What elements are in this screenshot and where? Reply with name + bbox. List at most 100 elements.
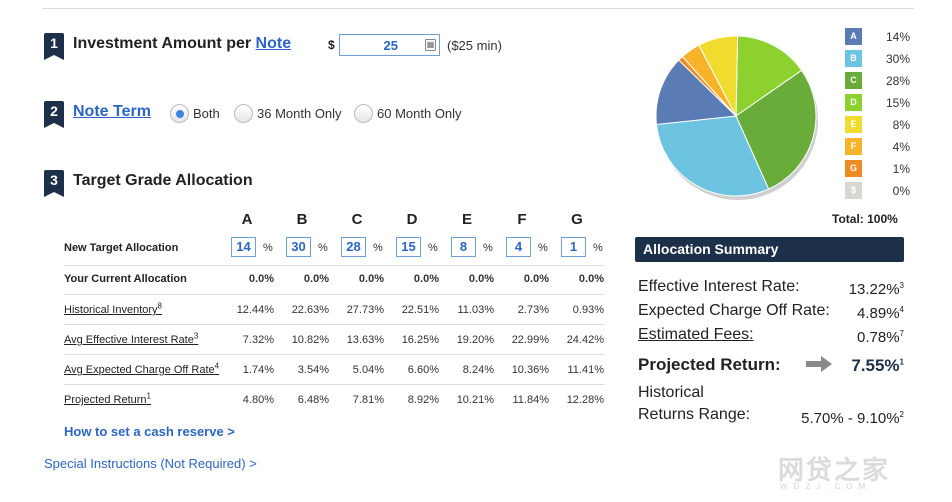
- investment-amount-value[interactable]: 25: [383, 38, 398, 53]
- grade-header-d: D: [406, 211, 418, 228]
- legend-pct-f: 4%: [892, 140, 910, 154]
- legend-swatch-a: A: [845, 28, 862, 45]
- legend-swatch-b: B: [845, 50, 862, 67]
- investment-amount-input[interactable]: 25 ▦: [339, 34, 440, 56]
- legend-pct-cash: 0%: [892, 184, 910, 198]
- table-cell: 13.63%: [346, 334, 384, 346]
- radio-selected-icon[interactable]: [170, 103, 189, 123]
- target-input-e[interactable]: 8: [451, 237, 476, 257]
- total-allocation: Total: 100%: [832, 212, 898, 226]
- legend-swatch-g: G: [845, 160, 862, 177]
- table-cell: 6.48%: [297, 394, 329, 406]
- term-36-month-radio[interactable]: 36 Month Only: [234, 103, 342, 123]
- target-input-a[interactable]: 14: [231, 237, 256, 257]
- top-divider: [42, 8, 914, 9]
- legend-swatch-d: D: [845, 94, 862, 111]
- table-divider: [64, 354, 605, 355]
- pie-slice-e: [698, 35, 739, 117]
- pct-sign: %: [428, 242, 438, 254]
- historical-inventory-link[interactable]: Historical Inventory8: [64, 301, 162, 316]
- target-grade-allocation-title: Target Grade Allocation: [73, 172, 253, 189]
- pct-sign: %: [593, 242, 603, 254]
- historical-returns-label-line2: Returns Range:: [638, 406, 751, 423]
- target-input-c[interactable]: 28: [341, 237, 366, 257]
- current-allocation-e: 0.0%: [468, 273, 494, 285]
- investment-amount-title: Investment Amount per Note: [73, 35, 291, 53]
- watermark-logo: 网贷之家: [778, 455, 891, 485]
- grade-header-c: C: [351, 211, 363, 228]
- term-60-month-radio[interactable]: 60 Month Only: [354, 103, 462, 123]
- radio-unselected-icon[interactable]: [234, 103, 253, 123]
- projected-return-link[interactable]: Projected Return1: [64, 391, 151, 406]
- step-3-badge: 3: [44, 170, 64, 197]
- current-allocation-a: 0.0%: [248, 273, 274, 285]
- table-cell: 0.93%: [572, 304, 604, 316]
- pie-slice-c: [735, 69, 817, 190]
- legend-pct-d: 15%: [885, 96, 910, 110]
- step-1-badge: 1: [44, 33, 64, 60]
- term-both-label: Both: [193, 105, 220, 121]
- target-input-g[interactable]: 1: [561, 237, 586, 257]
- pct-sign: %: [318, 242, 328, 254]
- investment-amount-label: Investment Amount per: [73, 35, 256, 52]
- pie-slice-a: [655, 59, 738, 125]
- legend-swatch-f: F: [845, 138, 862, 155]
- table-cell: 12.28%: [566, 394, 604, 406]
- table-cell: 7.32%: [242, 334, 274, 346]
- cash-reserve-link[interactable]: How to set a cash reserve >: [64, 424, 235, 439]
- target-input-b[interactable]: 30: [286, 237, 311, 257]
- table-cell: 12.44%: [236, 304, 274, 316]
- term-36-month-label: 36 Month Only: [257, 105, 342, 121]
- table-cell: 4.80%: [242, 394, 274, 406]
- table-cell: 2.73%: [517, 304, 549, 316]
- pct-sign: %: [263, 242, 273, 254]
- radio-unselected-icon[interactable]: [354, 103, 373, 123]
- legend-pct-e: 8%: [892, 118, 910, 132]
- grade-header-e: E: [461, 211, 472, 228]
- avg-effective-interest-rate-link[interactable]: Avg Effective Interest Rate3: [64, 331, 199, 346]
- table-divider: [64, 324, 605, 325]
- legend-swatch-e: E: [845, 116, 862, 133]
- effective-interest-rate-label: Effective Interest Rate:: [638, 278, 800, 295]
- table-cell: 10.82%: [291, 334, 329, 346]
- new-target-allocation-label: New Target Allocation: [64, 242, 179, 254]
- grade-header-a: A: [241, 211, 253, 228]
- table-cell: 11.84%: [512, 394, 550, 406]
- minimum-amount-note: ($25 min): [447, 38, 502, 53]
- expected-charge-off-rate-value: 4.89%4: [857, 305, 904, 322]
- term-both-radio[interactable]: Both: [170, 103, 220, 123]
- pie-slice-d: [735, 35, 803, 117]
- table-cell: 8.92%: [407, 394, 439, 406]
- pie-slice-b: [655, 115, 770, 197]
- special-instructions-link[interactable]: Special Instructions (Not Required) >: [44, 456, 257, 471]
- table-cell: 1.74%: [242, 364, 274, 376]
- table-cell: 10.36%: [511, 364, 549, 376]
- table-cell: 10.21%: [456, 394, 494, 406]
- table-cell: 11.03%: [457, 304, 495, 316]
- table-cell: 19.20%: [456, 334, 494, 346]
- table-cell: 22.99%: [511, 334, 549, 346]
- current-allocation-d: 0.0%: [413, 273, 439, 285]
- target-input-d[interactable]: 15: [396, 237, 421, 257]
- arrow-right-icon: [806, 356, 832, 372]
- legend-pct-c: 28%: [885, 74, 910, 88]
- estimated-fees-link[interactable]: Estimated Fees:: [638, 326, 754, 343]
- note-term-link[interactable]: Note Term: [73, 103, 151, 120]
- grade-header-b: B: [296, 211, 308, 228]
- table-cell: 22.63%: [291, 304, 329, 316]
- calculator-icon[interactable]: ▦: [425, 39, 436, 51]
- note-link[interactable]: Note: [255, 35, 292, 52]
- table-cell: 5.04%: [352, 364, 384, 376]
- term-60-month-label: 60 Month Only: [377, 105, 462, 121]
- table-cell: 6.60%: [407, 364, 439, 376]
- current-allocation-c: 0.0%: [358, 273, 384, 285]
- legend-pct-g: 1%: [892, 162, 910, 176]
- currency-symbol: $: [328, 38, 335, 52]
- legend-swatch-cash: $: [845, 182, 862, 199]
- table-cell: 27.73%: [346, 304, 384, 316]
- target-input-f[interactable]: 4: [506, 237, 531, 257]
- current-allocation-g: 0.0%: [578, 273, 604, 285]
- legend-swatch-c: C: [845, 72, 862, 89]
- table-divider: [64, 294, 605, 295]
- avg-expected-charge-off-rate-link[interactable]: Avg Expected Charge Off Rate4: [64, 361, 220, 376]
